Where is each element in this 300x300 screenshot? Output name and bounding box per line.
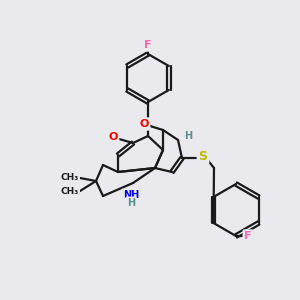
Text: F: F bbox=[144, 40, 152, 50]
Text: NH: NH bbox=[123, 190, 139, 200]
Text: H: H bbox=[184, 131, 192, 141]
Text: S: S bbox=[199, 149, 208, 163]
Text: O: O bbox=[139, 119, 149, 129]
Text: F: F bbox=[244, 231, 252, 241]
Text: CH₃: CH₃ bbox=[61, 188, 79, 196]
Text: CH₃: CH₃ bbox=[61, 172, 79, 182]
Text: H: H bbox=[127, 198, 135, 208]
Text: O: O bbox=[108, 132, 118, 142]
